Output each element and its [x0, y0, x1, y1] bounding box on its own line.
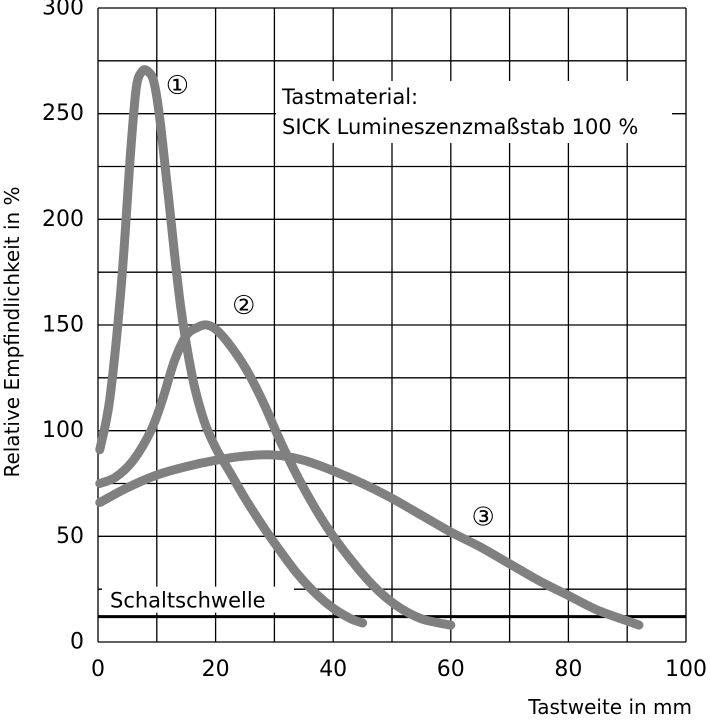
annotation-background [276, 81, 672, 143]
y-tick-label: 300 [42, 0, 84, 21]
x-axis-label: Tastweite in mm [527, 695, 692, 719]
y-tick-label: 150 [42, 313, 84, 338]
x-tick-label: 20 [202, 657, 230, 682]
y-tick-label: 200 [42, 207, 84, 232]
series-marker-2: ② [232, 291, 255, 321]
y-tick-label: 100 [42, 418, 84, 443]
series-line-2 [95, 320, 456, 630]
curves [95, 65, 644, 630]
y-tick-label: 0 [70, 630, 84, 655]
annotation-line-1: Tastmaterial: [281, 85, 418, 109]
x-tick-label: 80 [554, 657, 582, 682]
tick-labels: 0 50 100 150 200 250 300 0 20 40 60 80 100 [42, 0, 707, 682]
threshold: Schaltschwelle [98, 586, 686, 619]
y-tick-label: 50 [56, 524, 84, 549]
threshold-label-background [102, 586, 294, 613]
threshold-label: Schaltschwelle [110, 589, 266, 613]
series-markers: ① ② ③ [166, 71, 495, 532]
series-marker-1: ① [166, 71, 189, 101]
x-tick-label: 0 [91, 657, 105, 682]
x-tick-label: 100 [665, 657, 707, 682]
x-tick-label: 60 [437, 657, 465, 682]
x-tick-label: 40 [319, 657, 347, 682]
annotation-line-2: SICK Lumineszenzmaßstab 100 % [282, 115, 638, 139]
y-tick-label: 250 [42, 101, 84, 126]
y-axis-label: Relative Empfindlichkeit in % [0, 186, 24, 477]
series-line-3 [95, 450, 644, 630]
series-marker-3: ③ [471, 502, 494, 532]
